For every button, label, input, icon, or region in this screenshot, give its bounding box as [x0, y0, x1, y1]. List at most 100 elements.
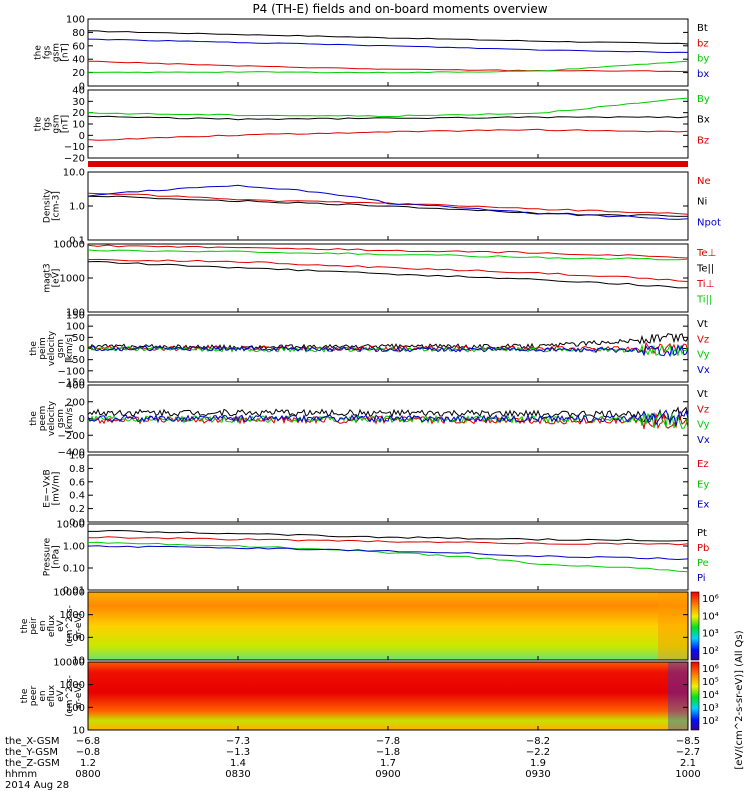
y-tick-label: 0: [79, 414, 85, 425]
panel-electron-velocity: 400 200 0 −200 −400 the peem velocity gsm [km/s] V…: [29, 381, 710, 459]
x-row-value: −6.8: [76, 736, 100, 747]
y-tick-label: 100: [66, 308, 85, 319]
legend-Npot: Npot: [697, 217, 721, 228]
legend-Vx: Vx: [697, 435, 710, 446]
y-tick-label: −150: [58, 378, 85, 389]
y-axis-label: en: [38, 690, 48, 701]
y-tick-label: 400: [66, 381, 85, 392]
legend-Ne: Ne: [697, 176, 711, 187]
y-tick-label: −100: [58, 366, 85, 377]
y-axis-label: sr-eV): [74, 613, 84, 639]
y-tick-label: 100: [66, 322, 85, 333]
y-axis-label: (cm^2-s-: [65, 605, 75, 647]
panel-ion-spectrogram: 10000 1000 100 10 the peir en eflux eV (cm^2-s-sr…: [20, 588, 689, 667]
y-axis-label: E=−VxB: [43, 469, 53, 507]
y-tick-label: 0: [79, 344, 85, 355]
y-axis-label: eflux: [47, 684, 57, 707]
series-fgs-gsm-bz: [88, 60, 689, 73]
panel-frame: [87, 18, 689, 87]
y-axis-label: eV: [56, 689, 66, 702]
legend-Vx: Vx: [697, 365, 710, 376]
x-row-value: 1.2: [80, 758, 96, 769]
ion-colorbar: 10⁶ 10⁴ 10³ 10²: [690, 591, 719, 661]
y-axis-label: velocity: [47, 400, 57, 436]
y-tick-label: −200: [58, 431, 85, 442]
legend-Ti⊥: Ti⊥: [696, 279, 714, 290]
marker-bar: [88, 161, 688, 167]
electron-colorbar-tick: 10⁴: [702, 690, 719, 701]
y-tick-label: 0.1: [69, 236, 85, 247]
series-pressure-Pe: [87, 541, 689, 573]
electron-colorbar-tick: 10²: [702, 716, 719, 727]
panel-frame: [87, 243, 689, 313]
y-axis-label: eflux: [47, 614, 57, 637]
x-row-value: 0830: [225, 769, 250, 780]
x-axis: the_X-GSM −6.8 −7.3 −7.8 −8.2 −8.5 the_Y-GSM −0…: [5, 736, 701, 791]
series-electron-velocity-Vx: [87, 409, 689, 426]
y-tick-label: 0.6: [69, 477, 85, 488]
x-row-label: hhmm: [5, 769, 37, 780]
y-tick-label: 100: [66, 633, 85, 644]
y-tick-label: 30: [72, 97, 85, 108]
y-tick-label: −20: [64, 154, 85, 165]
x-row-value: −7.3: [226, 736, 250, 747]
y-tick-label: −400: [58, 448, 85, 459]
y-tick-label: 10: [72, 120, 85, 131]
y-tick-label: −50: [64, 355, 85, 366]
x-row-value: 0800: [75, 769, 100, 780]
ion-spectrogram-edge: [658, 592, 688, 660]
electron-colorbar-tick: 10³: [702, 703, 719, 714]
y-tick-label: 1.0: [69, 202, 85, 213]
y-axis-label: [km/s]: [65, 334, 75, 363]
panel-frame: [87, 454, 689, 523]
y-axis-label: eV: [56, 619, 66, 632]
ion-colorbar-tick: 10⁶: [702, 594, 719, 605]
series-temperature-Ti⊥: [87, 244, 689, 259]
ion-spectrogram-image: [88, 592, 688, 660]
series-pressure-Pt: [88, 529, 689, 542]
y-tick-label: 80: [72, 28, 85, 39]
panel-efield: 1.0 0.8 0.6 0.4 0.2 0.0 E=−VxB [mV/m] Ez Ey Ex: [43, 451, 710, 529]
y-axis-label: peem: [38, 406, 48, 432]
y-tick-label: 1000: [60, 274, 85, 285]
panel-frame: [87, 89, 689, 159]
y-tick-label: 200: [66, 397, 85, 408]
x-row-value: −1.8: [376, 747, 400, 758]
y-tick-label: 10000: [53, 588, 85, 599]
y-axis-label: [nPa]: [52, 545, 62, 568]
ion-colorbar-tick: 10⁴: [702, 611, 719, 622]
y-axis-label: (cm^2-s-: [65, 675, 75, 717]
y-tick-label: 10: [72, 656, 85, 667]
legend-Pb: Pb: [697, 543, 709, 554]
legend-by: by: [697, 54, 709, 65]
x-axis-date: 2014 Aug 28: [5, 780, 69, 791]
legend-Vt: Vt: [697, 389, 708, 400]
chart-title: P4 (TH-E) fields and on-board moments ov…: [252, 2, 547, 16]
x-row-value: 0930: [525, 769, 550, 780]
series-density-Ni: [87, 195, 689, 217]
y-axis-label: Density: [43, 188, 53, 223]
y-axis-label: fgs: [43, 117, 53, 131]
y-tick-label: 10: [72, 726, 85, 737]
y-tick-label: 10000: [53, 658, 85, 669]
legend-Pe: Pe: [697, 558, 709, 569]
legend-Vt: Vt: [697, 319, 708, 330]
y-axis-label: Pressure: [43, 537, 53, 576]
x-row-value: 2.1: [680, 758, 696, 769]
legend-Vy: Vy: [697, 420, 710, 431]
legend-Ez: Ez: [697, 459, 709, 470]
y-tick-label: 40: [72, 55, 85, 66]
y-tick-label: 0.0: [69, 518, 85, 529]
x-row-value: −8.2: [526, 736, 550, 747]
series-fgs-gsm-bx: [87, 38, 689, 54]
series-temperature-Te||: [87, 260, 689, 289]
legend-Ey: Ey: [697, 479, 709, 490]
y-axis-label: the: [34, 116, 44, 131]
y-axis-label: magt3: [43, 263, 53, 292]
x-row-value: −7.8: [376, 736, 400, 747]
series-fgs-gsm-2-Bz: [87, 128, 689, 141]
y-tick-label: 1.0: [69, 451, 85, 462]
legend-Pi: Pi: [697, 573, 706, 584]
x-row-label: the_X-GSM: [5, 736, 59, 747]
